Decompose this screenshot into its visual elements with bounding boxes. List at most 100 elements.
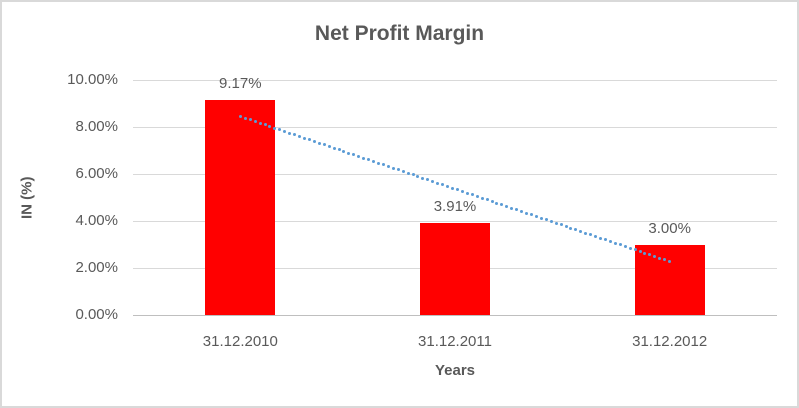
- trendline-dot: [663, 258, 667, 262]
- trendline-dot: [342, 150, 346, 154]
- bar-31.12.2010[interactable]: [205, 99, 276, 315]
- trendline-dot: [564, 225, 568, 229]
- bar-31.12.2012[interactable]: [634, 244, 705, 315]
- trendline-dot: [589, 233, 593, 237]
- trendline-dot: [372, 160, 376, 164]
- trendline-dot: [436, 181, 440, 185]
- trendline-dot: [357, 155, 361, 159]
- trendline-dot: [302, 136, 306, 140]
- trendline-dot: [648, 253, 652, 257]
- trendline-dot: [579, 230, 583, 234]
- trendline-dot: [510, 206, 514, 210]
- trendline-dot: [480, 196, 484, 200]
- trendline-dot: [377, 161, 380, 165]
- trendline-dot: [544, 218, 548, 222]
- trendline-dot: [288, 131, 292, 135]
- trendline-dot: [298, 135, 302, 139]
- trendline-dot: [411, 173, 415, 177]
- trendline-dot: [623, 245, 627, 249]
- trendline-dot: [381, 163, 385, 167]
- trendline-dot: [574, 228, 578, 232]
- trendline-dot: [283, 130, 287, 134]
- gridline: [133, 127, 777, 128]
- trendline-dot: [529, 213, 533, 217]
- plot-area[interactable]: [133, 80, 777, 316]
- trendline-dot: [293, 133, 297, 137]
- trendline-dot: [520, 210, 524, 214]
- trendline-dot: [470, 193, 474, 197]
- trendline-dot: [441, 183, 445, 187]
- x-axis-label: 31.12.2012: [632, 333, 708, 350]
- trendline-dot: [258, 121, 262, 125]
- trendline-dot: [391, 166, 395, 170]
- trendline-dot: [268, 125, 272, 129]
- data-label: 9.17%: [219, 74, 262, 92]
- trendline-dot: [352, 153, 356, 157]
- trendline-dot: [554, 221, 558, 225]
- x-axis-line: [133, 315, 777, 316]
- trendline-dot: [485, 198, 489, 202]
- trendline-dot: [539, 216, 543, 220]
- y-tick-label: 0.00%: [75, 306, 118, 323]
- trendline-dot: [653, 255, 657, 259]
- y-tick-label: 6.00%: [75, 165, 118, 182]
- gridline: [133, 174, 777, 175]
- trendline-dot: [327, 145, 331, 149]
- trendline-dot: [312, 140, 316, 144]
- trendline-dot: [559, 223, 563, 227]
- trendline-dot: [253, 120, 257, 124]
- trendline-dot: [608, 240, 612, 244]
- trendline-dot: [613, 241, 617, 245]
- chart-title[interactable]: Net Profit Margin: [314, 22, 485, 45]
- trendline-dot: [446, 185, 450, 189]
- x-axis-label: 31.12.2010: [202, 333, 278, 350]
- trendline-dot: [451, 186, 455, 190]
- trendline-dot: [416, 175, 420, 179]
- trendline-dot: [455, 188, 459, 192]
- trendline-dot: [238, 115, 242, 119]
- data-label: 3.91%: [433, 198, 477, 216]
- y-tick-label: 4.00%: [75, 212, 118, 229]
- trendline-dot: [604, 238, 607, 242]
- trendline-dot: [421, 176, 425, 180]
- trendline-dot: [347, 151, 351, 155]
- trendline-dot: [406, 171, 410, 175]
- trendline-dot: [431, 180, 435, 184]
- trendline-dot: [386, 165, 390, 169]
- trendline-dot: [628, 246, 632, 250]
- trendline-dot: [426, 178, 430, 182]
- y-tick-label: 2.00%: [75, 259, 118, 276]
- y-axis-title: IN (%): [18, 176, 36, 219]
- trendline-dot: [465, 191, 469, 195]
- trendline-dot: [490, 200, 494, 204]
- trendline-dot: [278, 128, 282, 132]
- trendline-dot: [500, 203, 504, 207]
- x-axis-label: 31.12.2011: [418, 333, 492, 350]
- y-tick-label: 10.00%: [67, 71, 118, 88]
- trendline-dot: [495, 201, 499, 205]
- trendline-dot: [243, 116, 247, 120]
- trendline-dot: [534, 215, 538, 219]
- gridline: [133, 80, 777, 81]
- trendline-dot: [401, 170, 405, 174]
- trendline-dot: [332, 146, 336, 150]
- trendline-dot: [505, 205, 509, 209]
- trendline-dot: [263, 123, 267, 127]
- trendline-dot: [475, 195, 479, 199]
- trendline-dot: [307, 138, 311, 142]
- trendline-dot: [569, 226, 573, 230]
- bar-31.12.2011[interactable]: [420, 223, 490, 315]
- trendline[interactable]: [133, 80, 777, 315]
- data-label: 3.00%: [648, 219, 691, 237]
- trendline-dot: [633, 248, 637, 252]
- trendline-dot: [362, 156, 366, 160]
- trendline-dot: [643, 251, 647, 255]
- trendline-dot: [248, 118, 252, 122]
- trendline-dot: [618, 243, 622, 247]
- trendline-dot: [322, 143, 326, 147]
- x-axis-title: Years: [434, 362, 476, 379]
- trendline-dot: [367, 158, 371, 162]
- trendline-dot: [599, 236, 603, 240]
- trendline-dot: [638, 250, 642, 254]
- trendline-dot: [273, 126, 277, 130]
